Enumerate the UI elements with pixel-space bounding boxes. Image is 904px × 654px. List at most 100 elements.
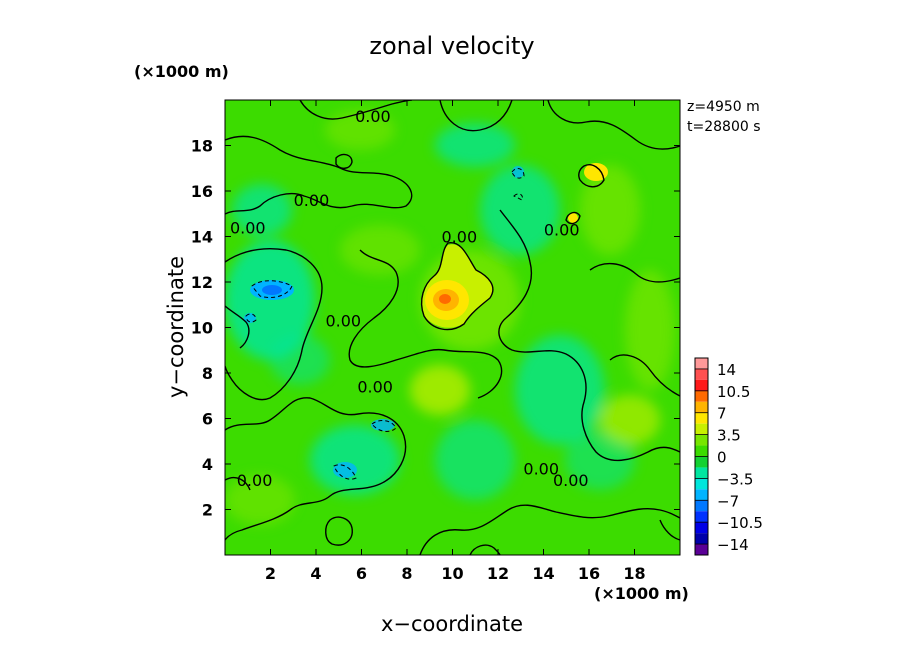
negative-core (371, 419, 395, 431)
annotation-z: z=4950 m (687, 99, 760, 115)
contour-line (547, 100, 680, 150)
contour-line (348, 249, 503, 399)
contour-label: 0.00 (523, 460, 559, 479)
contour-line (609, 354, 680, 397)
axis-ticks: 2 4 6 8 10 12 14 16 18 2 4 6 8 10 12 14 16 18 (191, 100, 680, 583)
contour-label: 0.00 (442, 228, 478, 247)
contour-line (420, 242, 494, 331)
y-tick-label: 10 (191, 319, 213, 338)
contour-line (589, 263, 680, 283)
x-tick-label: 4 (310, 564, 321, 583)
annotation-t: t=28800 s (687, 119, 761, 135)
field-patch (600, 395, 660, 445)
y-tick-label: 12 (191, 273, 213, 292)
colorbar-tick-label: 14 (717, 361, 736, 379)
colorbar-band (695, 412, 708, 424)
field-patch (325, 110, 395, 150)
contour-label: 0.00 (294, 191, 330, 210)
field-patch (435, 420, 515, 500)
y-tick-label: 8 (202, 364, 213, 383)
colorbar-band (695, 358, 708, 369)
negative-contour (245, 313, 257, 323)
positive-spot (568, 213, 578, 223)
contour-label: 0.00 (355, 107, 391, 126)
colorbar-band (695, 533, 708, 545)
y-tick-label: 6 (202, 410, 213, 429)
y-tick-label: 18 (191, 137, 213, 156)
colorbar-band (695, 434, 708, 446)
contour-line (225, 248, 323, 401)
zero-contours (225, 100, 680, 555)
colorbar-tick-label: −7 (717, 492, 739, 510)
colorbar-band (695, 379, 708, 391)
colorbar-band (695, 445, 708, 457)
colorbar-tick-label: −10.5 (717, 514, 763, 532)
colorbar-band (695, 478, 708, 490)
contour-line (225, 397, 407, 541)
contour-line (225, 305, 250, 349)
y-tick-label: 16 (191, 182, 213, 201)
colorbar-tick-label: −3.5 (717, 470, 753, 488)
colorbar-band (695, 423, 708, 435)
field-patch (480, 165, 560, 255)
negative-contour (513, 193, 523, 201)
field-patch (580, 165, 640, 255)
colorbar-tick-label: 3.5 (717, 427, 741, 445)
x-tick-label: 14 (532, 564, 554, 583)
positive-core (439, 294, 451, 304)
field-patch (565, 430, 635, 490)
negative-contour (333, 464, 357, 480)
field-patch (435, 123, 515, 167)
y-tick-label: 2 (202, 501, 213, 520)
negative-contour (371, 420, 397, 432)
x-axis-label: x−coordinate (381, 612, 523, 636)
contour-line (578, 164, 605, 188)
x-tick-label: 18 (623, 564, 645, 583)
contour-line (225, 135, 413, 215)
contour-line (335, 153, 353, 169)
chart-title: zonal velocity (369, 32, 534, 60)
contour-label: 0.00 (357, 378, 393, 397)
colorbar-band (695, 511, 708, 523)
negative-core (262, 285, 282, 295)
contour-line (498, 209, 680, 461)
contour-line (439, 100, 513, 132)
negative-core (512, 166, 524, 178)
x-tick-label: 8 (401, 564, 412, 583)
contour-line (659, 519, 680, 541)
contour-line (419, 504, 680, 555)
contour-line (299, 100, 413, 120)
colorbar-band (695, 522, 708, 534)
colorbar-band (695, 489, 708, 501)
x-tick-label: 16 (578, 564, 600, 583)
contour-labels: 0.000.000.00 0.00 0.000.000.000.000.000.00 (230, 107, 589, 490)
positive-spot (584, 163, 608, 181)
colorbar-band (695, 544, 708, 555)
field-patch (225, 475, 295, 525)
x-tick-label: 10 (441, 564, 463, 583)
x-tick-label: 6 (356, 564, 367, 583)
colorbar-band (695, 467, 708, 479)
x-axis-unit: (×1000 m) (594, 584, 689, 603)
contour-label: 0.00 (325, 312, 361, 331)
plot-area: 0.000.000.00 0.00 0.000.000.000.000.000.00… (191, 99, 681, 583)
negative-contour (251, 280, 293, 299)
field-patch (410, 365, 470, 415)
colorbar-tick-label: −14 (717, 536, 749, 554)
colorbar-band (695, 401, 708, 413)
colorbar-tick-label: 10.5 (717, 383, 750, 401)
y-axis-unit: (×1000 m) (134, 62, 229, 81)
contour-label: 0.00 (230, 218, 266, 237)
contour-label: 0.00 (553, 471, 589, 490)
negative-contour (511, 168, 525, 179)
colorbar-band (695, 500, 708, 512)
contour-line (565, 211, 581, 225)
negative-contours (245, 168, 525, 480)
x-tick-label: 12 (487, 564, 509, 583)
contour-line (225, 476, 251, 491)
field-patch (232, 184, 292, 236)
negative-core (333, 462, 357, 478)
field-patch (310, 425, 400, 495)
colorbar: 14 10.5 7 3.5 0 −3.5 −7 −10.5 −14 (694, 357, 763, 556)
